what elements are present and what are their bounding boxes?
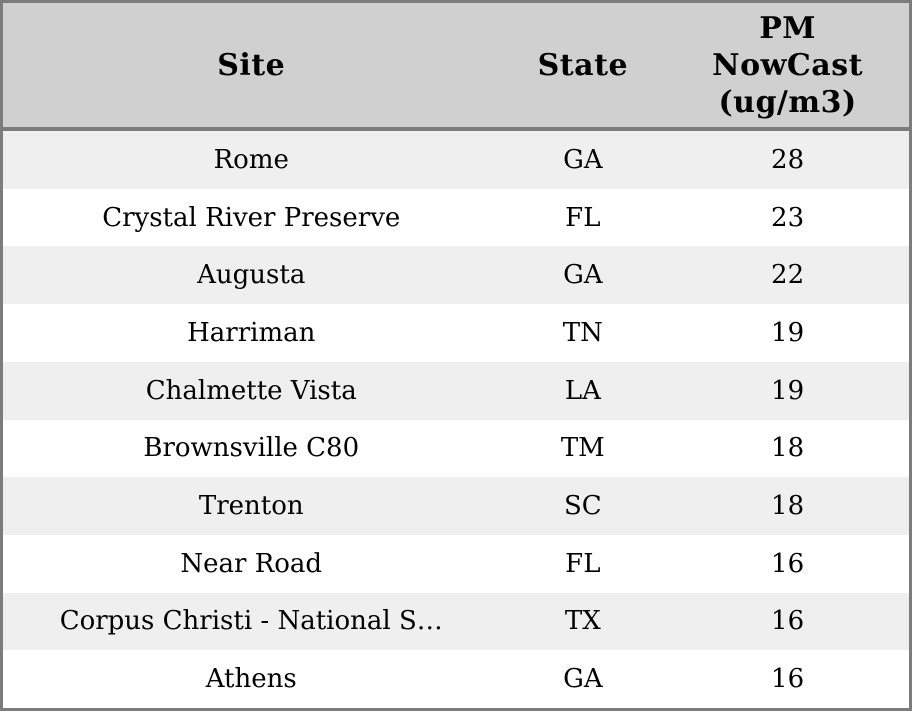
site-cell: Corpus Christi - National S…: [59, 606, 443, 637]
pm-header-line-3: (ug/m3): [718, 84, 857, 120]
column-header-site[interactable]: Site: [217, 47, 286, 83]
pm-nowcast-cell: 23: [771, 202, 805, 233]
table-row: Augusta GA 22: [3, 246, 909, 305]
table-row: Athens GA 16: [3, 650, 909, 708]
table-body: Rome GA 28 Crystal River Preserve FL 23 August…: [3, 131, 909, 708]
pm-header-line-1: PM: [759, 10, 816, 46]
site-cell: Rome: [213, 144, 289, 175]
pm-nowcast-cell: 18: [771, 491, 805, 522]
table-row: Corpus Christi - National S… TX 16: [3, 592, 909, 651]
pm-nowcast-cell: 19: [771, 375, 805, 406]
site-cell: Near Road: [180, 548, 323, 579]
state-cell: LA: [564, 375, 601, 406]
table-row: Near Road FL 16: [3, 534, 909, 593]
state-cell: TX: [564, 606, 601, 637]
table-row: Brownsville C80 TM 18: [3, 419, 909, 478]
pm-header-line-2: NowCast: [712, 47, 863, 83]
state-cell: FL: [565, 202, 601, 233]
state-cell: GA: [563, 260, 603, 291]
column-header-pm-nowcast[interactable]: PM NowCast (ug/m3): [666, 10, 909, 121]
site-cell: Harriman: [187, 317, 316, 348]
table-header-row: Site State PM NowCast (ug/m3): [3, 3, 909, 131]
pm-nowcast-cell: 16: [771, 548, 805, 579]
site-cell: Chalmette Vista: [145, 375, 357, 406]
pm-nowcast-cell: 18: [771, 433, 805, 464]
state-cell: FL: [565, 548, 601, 579]
table-row: Trenton SC 18: [3, 477, 909, 535]
site-cell: Brownsville C80: [143, 433, 360, 464]
state-cell: TN: [562, 317, 603, 348]
table-row: Chalmette Vista LA 19: [3, 361, 909, 420]
state-cell: SC: [563, 491, 602, 522]
site-cell: Athens: [205, 664, 297, 695]
pm-nowcast-cell: 19: [771, 317, 805, 348]
state-cell: TM: [560, 433, 605, 464]
pm-nowcast-cell: 16: [771, 664, 805, 695]
table-row: Harriman TN 19: [3, 304, 909, 362]
site-cell: Trenton: [198, 491, 304, 522]
pm-nowcast-cell: 28: [771, 144, 805, 175]
site-cell: Augusta: [197, 260, 306, 291]
state-cell: GA: [563, 664, 603, 695]
pm-nowcast-cell: 16: [771, 606, 805, 637]
table-row: Crystal River Preserve FL 23: [3, 188, 909, 247]
table-row: Rome GA 28: [3, 131, 909, 189]
pm-nowcast-cell: 22: [771, 260, 805, 291]
state-cell: GA: [563, 144, 603, 175]
site-cell: Crystal River Preserve: [102, 202, 401, 233]
column-header-state[interactable]: State: [537, 47, 629, 83]
